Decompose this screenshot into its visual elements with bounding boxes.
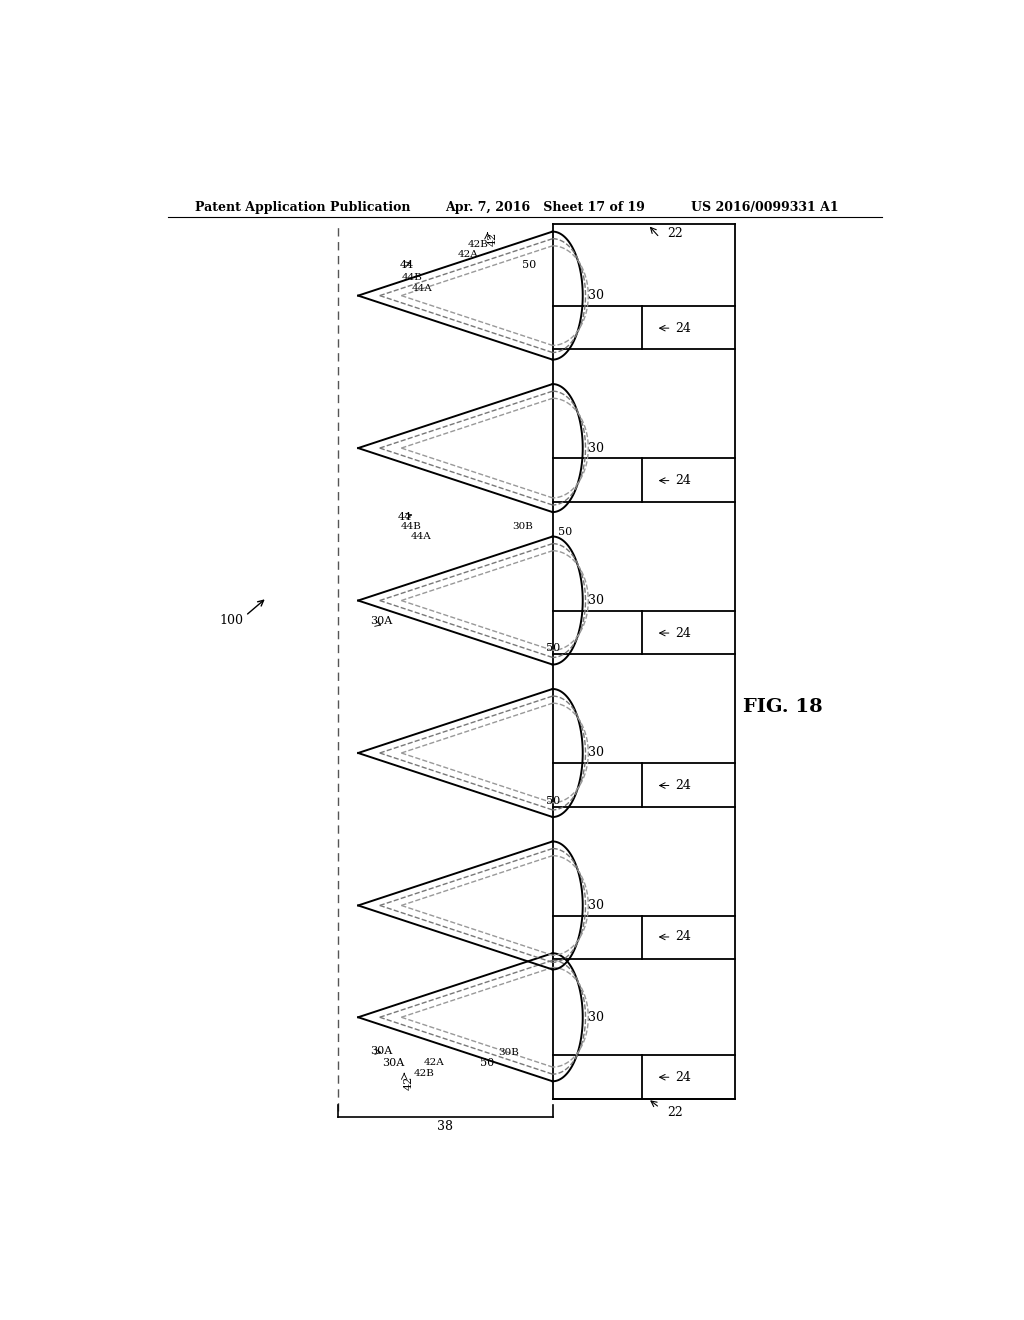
Text: 42: 42: [404, 1076, 414, 1090]
Text: 44: 44: [399, 260, 414, 271]
Text: 30A: 30A: [370, 616, 392, 626]
Text: 50: 50: [546, 796, 560, 805]
Text: 30: 30: [588, 594, 604, 607]
Text: 24: 24: [676, 1071, 691, 1084]
Text: 38: 38: [437, 1119, 454, 1133]
Text: 30B: 30B: [512, 521, 532, 531]
Text: 24: 24: [676, 474, 691, 487]
Text: 24: 24: [676, 931, 691, 944]
Text: 42B: 42B: [468, 240, 488, 249]
Text: 30: 30: [588, 442, 604, 454]
Text: 30: 30: [588, 747, 604, 759]
Text: 30: 30: [588, 1011, 604, 1024]
Text: 50: 50: [479, 1059, 494, 1068]
Text: 44B: 44B: [401, 273, 423, 281]
Text: 22: 22: [668, 1106, 683, 1118]
Text: FIG. 18: FIG. 18: [742, 698, 822, 717]
Text: 24: 24: [676, 779, 691, 792]
Text: 30B: 30B: [499, 1048, 519, 1057]
Text: 50: 50: [521, 260, 536, 271]
Text: 50: 50: [546, 643, 560, 653]
Text: US 2016/0099331 A1: US 2016/0099331 A1: [691, 201, 839, 214]
Text: Patent Application Publication: Patent Application Publication: [196, 201, 411, 214]
Text: 24: 24: [676, 627, 691, 640]
Text: 30A: 30A: [382, 1059, 404, 1068]
Text: 30: 30: [588, 899, 604, 912]
Text: 44: 44: [397, 512, 412, 523]
Text: 44B: 44B: [400, 521, 421, 531]
Text: 44A: 44A: [411, 532, 431, 541]
Text: 42: 42: [487, 231, 498, 246]
Text: 44A: 44A: [412, 284, 433, 293]
Text: 22: 22: [668, 227, 683, 240]
Text: 24: 24: [676, 322, 691, 335]
Text: 30: 30: [588, 289, 604, 302]
Text: 42B: 42B: [414, 1069, 434, 1077]
Text: 100: 100: [219, 614, 244, 627]
Text: 50: 50: [558, 528, 572, 537]
Text: 42A: 42A: [458, 251, 478, 260]
Text: 42A: 42A: [424, 1059, 444, 1068]
Text: 30A: 30A: [370, 1045, 392, 1056]
Text: Apr. 7, 2016   Sheet 17 of 19: Apr. 7, 2016 Sheet 17 of 19: [445, 201, 645, 214]
